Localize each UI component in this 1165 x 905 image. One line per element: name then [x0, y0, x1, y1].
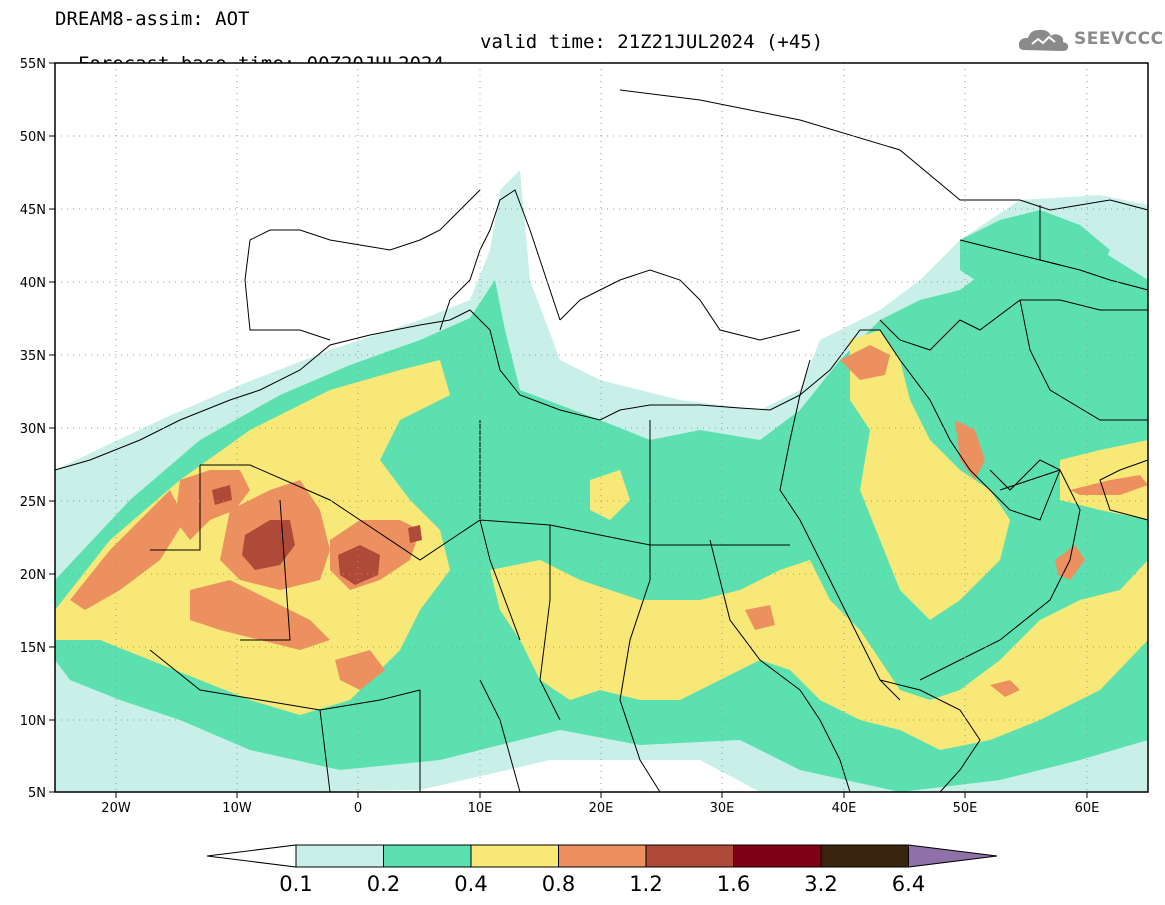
colorbar-swatch: [383, 844, 472, 868]
lon-label: 10W: [222, 801, 252, 816]
seevccc-logo: SEEVCCC: [1018, 24, 1164, 54]
colorbar-label: 0.2: [367, 872, 400, 896]
lat-label: 55N: [20, 57, 46, 72]
lat-label: 15N: [20, 641, 46, 656]
lat-label: 20N: [20, 568, 46, 583]
lat-label: 35N: [20, 349, 46, 364]
colorbar-high-triangle: [908, 844, 998, 868]
colorbar-label: 0.8: [542, 872, 575, 896]
colorbar-swatch: [470, 844, 559, 868]
colorbar-label: 1.2: [629, 872, 662, 896]
logo-text: SEEVCCC: [1074, 29, 1164, 49]
lon-label: 30E: [710, 801, 735, 816]
valid-time: valid time: 21Z21JUL2024 (+45): [480, 31, 824, 53]
map-grid: [55, 63, 1148, 792]
cloud-icon: [1018, 29, 1069, 51]
aot-field: [55, 63, 1148, 792]
lat-label: 40N: [20, 276, 46, 291]
colorbar-swatch: [295, 844, 384, 868]
colorbar-swatch: [733, 844, 822, 868]
latitude-labels: 55N 50N 45N 40N 35N 30N 25N 20N 15N 10N …: [20, 57, 46, 801]
colorbar-low-triangle: [206, 844, 297, 868]
colorbar-label: 0.1: [279, 872, 312, 896]
colorbar-swatch: [645, 844, 734, 868]
colorbar-swatch: [558, 844, 647, 868]
lon-label: 10E: [468, 801, 493, 816]
lat-label: 30N: [20, 422, 46, 437]
map-title: DREAM8-assim: AOT: [55, 8, 250, 30]
lat-label: 10N: [20, 714, 46, 729]
colorbar-label: 1.6: [717, 872, 750, 896]
aot-band-1.2: [212, 485, 422, 585]
coastlines-borders: [55, 89, 1148, 792]
lat-label: 45N: [20, 203, 46, 218]
colorbar-labels: 0.1 0.2 0.4 0.8 1.2 1.6 3.2 6.4: [279, 872, 925, 896]
colorbar-label: 6.4: [892, 872, 925, 896]
lat-label: 50N: [20, 130, 46, 145]
longitude-labels: 20W 10W 0 10E 20E 30E 40E 50E 60E: [101, 801, 1099, 816]
lon-label: 0: [354, 801, 362, 816]
colorbar: [206, 844, 998, 868]
lat-label: 25N: [20, 495, 46, 510]
lon-label: 60E: [1075, 801, 1100, 816]
lon-label: 50E: [953, 801, 978, 816]
lon-label: 40E: [832, 801, 857, 816]
lon-label: 20W: [101, 801, 131, 816]
colorbar-swatch: [820, 844, 909, 868]
axis-ticks: [49, 62, 1088, 798]
colorbar-label: 0.4: [454, 872, 487, 896]
colorbar-label: 3.2: [804, 872, 837, 896]
lon-label: 20E: [589, 801, 614, 816]
lat-label: 5N: [28, 786, 46, 801]
